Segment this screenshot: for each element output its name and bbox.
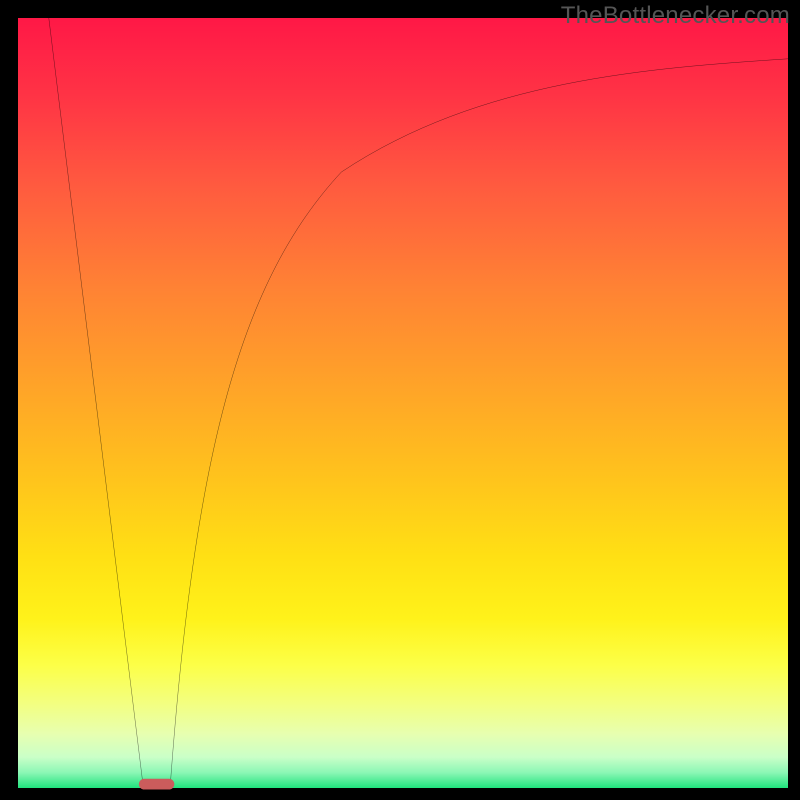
chart-outer: TheBottlenecker.com (0, 0, 800, 800)
watermark: TheBottlenecker.com (561, 2, 790, 30)
curve-left-leg (49, 18, 143, 783)
curve-layer (18, 18, 788, 788)
curve-right-leg (170, 59, 788, 783)
plot-area (18, 18, 788, 788)
bottleneck-marker (139, 779, 174, 790)
